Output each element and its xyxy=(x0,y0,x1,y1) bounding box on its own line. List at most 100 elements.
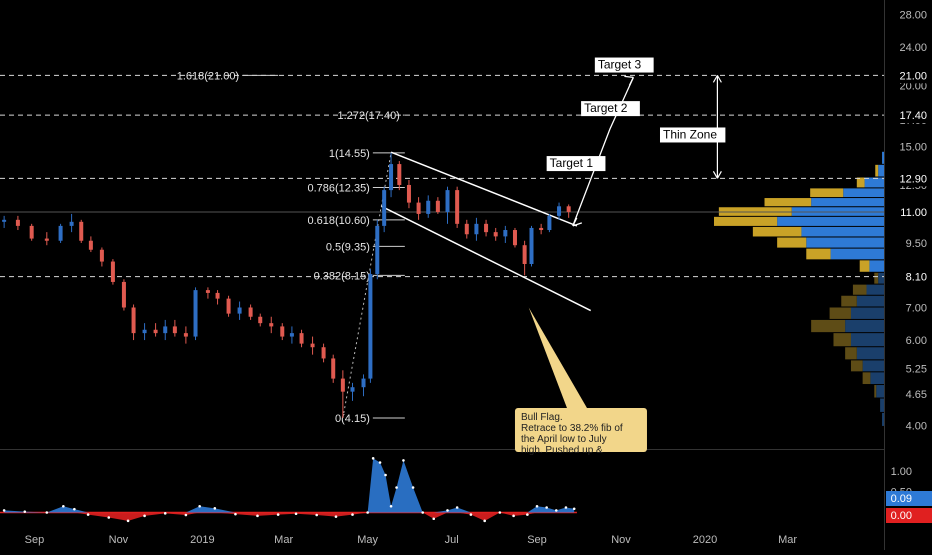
candle-body xyxy=(258,316,263,324)
price-tick-label: 6.00 xyxy=(906,335,927,347)
candle-body xyxy=(547,215,552,231)
candle-body xyxy=(368,274,373,379)
time-tick-label: Nov xyxy=(611,534,631,546)
target-label: Target 1 xyxy=(550,156,594,170)
profile-bar-gold xyxy=(806,248,831,260)
profile-bar-gold xyxy=(875,164,879,177)
price-tick-label: 9.50 xyxy=(906,238,927,250)
time-axis: Sep Nov 2019 Mar May Jul Sep Nov 2020 Mar xyxy=(25,534,798,546)
osc-point xyxy=(526,513,529,516)
candle-body xyxy=(340,378,345,392)
candle-body xyxy=(474,223,479,235)
candle-body xyxy=(215,292,220,299)
osc-point xyxy=(351,513,354,516)
candle-body xyxy=(44,238,49,241)
profile-bar-blue xyxy=(856,347,884,360)
price-tick-label: 7.00 xyxy=(906,302,927,314)
profile-bar-gold xyxy=(856,177,865,188)
fib-level-label: 0.618(10.60) xyxy=(307,215,369,227)
fib-level-label: 0.5(9.35) xyxy=(326,241,370,253)
candles xyxy=(2,152,571,418)
candle-body xyxy=(289,333,294,337)
profile-bar-blue xyxy=(862,360,884,372)
price-marker-box xyxy=(886,170,932,187)
osc-point xyxy=(446,509,449,512)
profile-bar-blue xyxy=(878,164,884,177)
note-box xyxy=(514,408,647,452)
target-arrowhead xyxy=(572,217,583,227)
candle-body xyxy=(512,230,517,246)
candle-body xyxy=(69,221,74,226)
profile-bar-blue xyxy=(866,284,884,295)
price-marker-box xyxy=(886,203,932,220)
profile-bar-blue xyxy=(869,260,884,272)
candle-body xyxy=(464,223,469,235)
candle-body xyxy=(29,225,34,239)
candle-body xyxy=(183,333,188,337)
profile-bar-blue xyxy=(811,198,884,207)
fib-level-label: 1.272(17.40) xyxy=(337,110,399,122)
osc-point xyxy=(554,509,558,512)
candle-body xyxy=(375,225,380,275)
candle-body xyxy=(205,290,210,293)
candle-body xyxy=(237,307,242,314)
profile-bar-gold xyxy=(862,372,871,385)
osc-tick-label: 1.00 xyxy=(891,466,912,478)
candle-body xyxy=(397,164,402,185)
time-tick-label: Jul xyxy=(445,534,459,546)
candle-body xyxy=(172,326,177,334)
candle-body xyxy=(529,227,534,264)
price-marker-label: 17.40 xyxy=(899,110,927,122)
time-tick-label: May xyxy=(357,534,378,546)
profile-bar-gold xyxy=(714,216,778,226)
time-tick-label: Mar xyxy=(274,534,293,546)
profile-bar-blue xyxy=(882,151,884,164)
candle-body xyxy=(58,225,63,241)
note-pointer xyxy=(528,307,587,408)
profile-bar-gold xyxy=(811,319,846,333)
candle-body xyxy=(99,249,104,262)
candle-body xyxy=(193,290,198,337)
profile-bar-blue xyxy=(850,333,884,347)
price-tick-label: 4.65 xyxy=(906,389,927,401)
zone-label: Thin Zone xyxy=(663,127,717,141)
profile-bar-blue xyxy=(806,237,884,248)
candle-body xyxy=(2,219,7,222)
target-label-box xyxy=(594,57,654,73)
osc-marker-label: 0.09 xyxy=(891,493,912,505)
profile-bar-blue xyxy=(801,226,884,237)
candle-body xyxy=(361,378,366,388)
osc-point xyxy=(163,512,167,515)
osc-point xyxy=(564,506,568,509)
time-tick-label: Sep xyxy=(25,534,45,546)
oscillator-pane xyxy=(0,449,932,523)
osc-point xyxy=(126,519,130,523)
osc-positive-area xyxy=(4,458,575,513)
profile-bar-blue xyxy=(830,248,884,260)
candle-body xyxy=(110,261,115,282)
candle-body xyxy=(484,223,489,233)
candle-body xyxy=(153,329,158,334)
profile-bar-blue xyxy=(882,412,884,426)
candle-body xyxy=(15,219,20,226)
candle-body xyxy=(142,329,147,334)
price-marker-label: 11.00 xyxy=(900,207,927,219)
osc-point xyxy=(498,511,502,514)
profile-bar-blue xyxy=(845,319,884,333)
price-marker-label: 8.10 xyxy=(906,272,927,284)
profile-bar-gold xyxy=(874,385,877,398)
profile-bar-blue xyxy=(880,398,884,412)
candle-body xyxy=(406,184,411,203)
fib-level-label: 0(4.15) xyxy=(335,413,370,425)
profile-bar-gold xyxy=(829,307,851,319)
price-tick-label: 24.00 xyxy=(899,42,927,54)
osc-point xyxy=(107,516,111,519)
osc-point xyxy=(535,504,539,508)
annotations: Target 1 Target 2 Target 3 Thin Zone Bull Fl… xyxy=(514,57,726,456)
candle-body xyxy=(350,387,355,392)
candle-body xyxy=(226,298,231,314)
osc-point xyxy=(455,506,459,509)
profile-bar-gold xyxy=(841,295,857,307)
